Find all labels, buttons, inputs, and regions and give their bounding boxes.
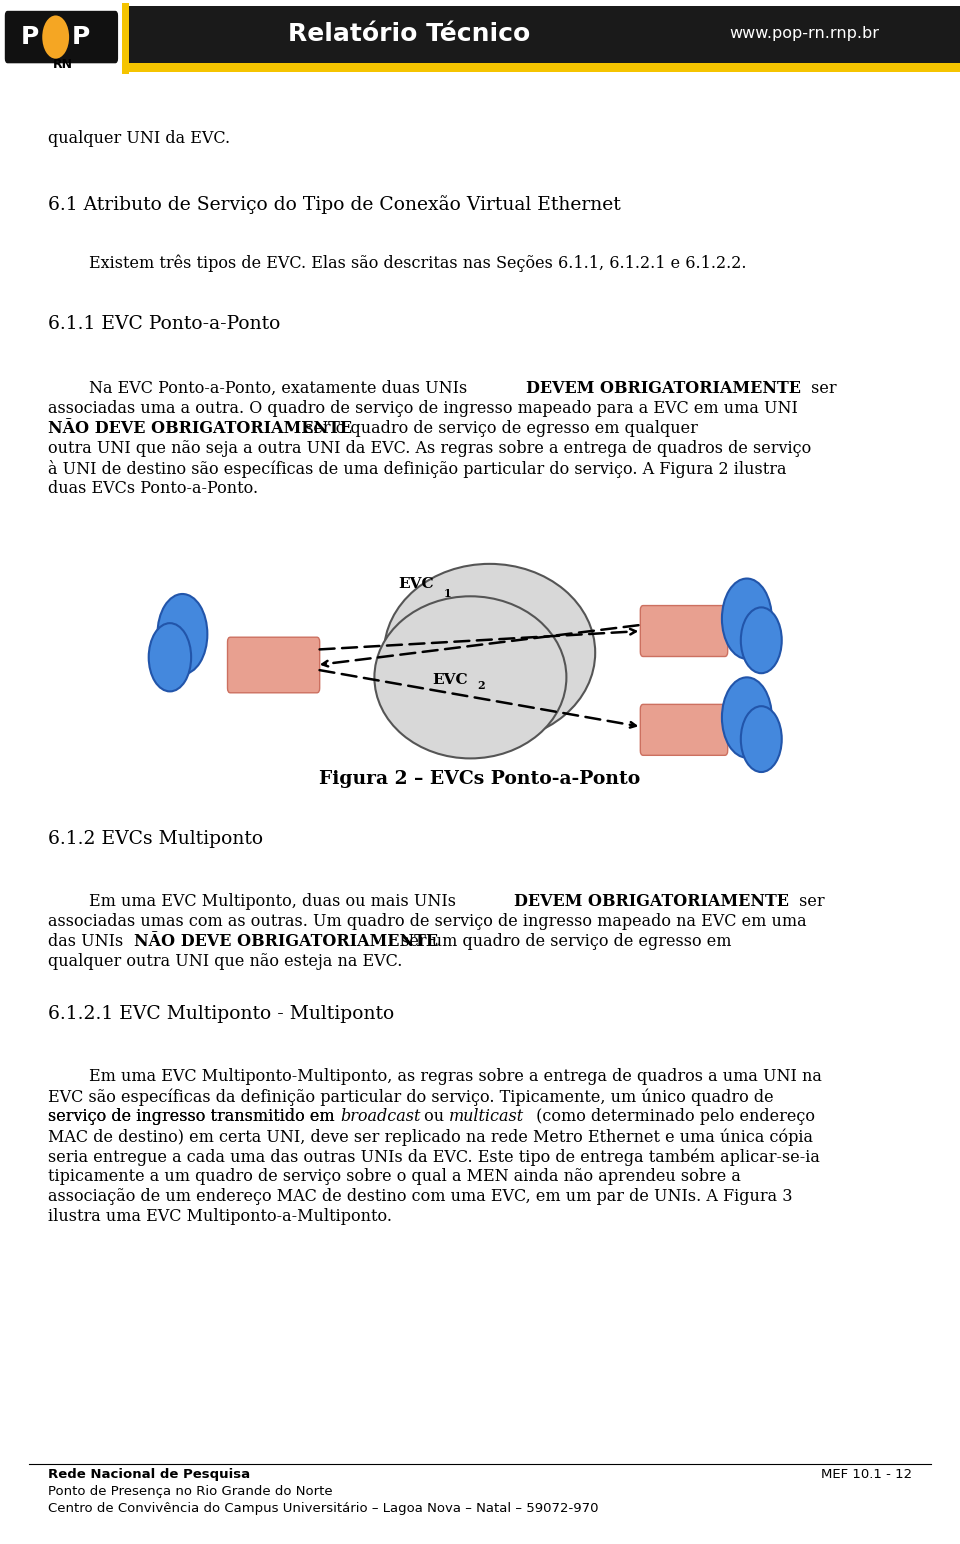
Ellipse shape [374, 596, 566, 758]
Text: ilustra uma EVC Multiponto-a-Multiponto.: ilustra uma EVC Multiponto-a-Multiponto. [48, 1207, 392, 1224]
Text: associação de um endereço MAC de destino com uma EVC, em um par de UNIs. A Figur: associação de um endereço MAC de destino… [48, 1187, 793, 1204]
Text: 2: 2 [477, 681, 485, 692]
Ellipse shape [384, 564, 595, 741]
Text: ser o quadro de serviço de egresso em qualquer: ser o quadro de serviço de egresso em qu… [300, 420, 697, 437]
FancyBboxPatch shape [228, 638, 320, 693]
Text: à UNI de destino são específicas de uma definição particular do serviço. A Figur: à UNI de destino são específicas de uma … [48, 460, 786, 479]
Circle shape [722, 678, 772, 758]
FancyBboxPatch shape [122, 3, 129, 74]
Text: seria entregue a cada uma das outras UNIs da EVC. Este tipo de entrega também ap: seria entregue a cada uma das outras UNI… [48, 1149, 820, 1166]
Text: tipicamente a um quadro de serviço sobre o qual a MEN ainda não aprendeu sobre a: tipicamente a um quadro de serviço sobre… [48, 1167, 741, 1184]
Text: outra UNI que não seja a outra UNI da EVC. As regras sobre a entrega de quadros : outra UNI que não seja a outra UNI da EV… [48, 440, 811, 457]
Text: NÃO DEVE OBRIGATORIAMENTE: NÃO DEVE OBRIGATORIAMENTE [134, 933, 439, 950]
Text: ser um quadro de serviço de egresso em: ser um quadro de serviço de egresso em [396, 933, 732, 950]
Text: EVC: EVC [398, 577, 434, 591]
Text: ser: ser [806, 380, 837, 397]
Text: 6.1.2.1 EVC Multiponto - Multiponto: 6.1.2.1 EVC Multiponto - Multiponto [48, 1005, 395, 1024]
Text: ou: ou [419, 1109, 449, 1126]
Text: EVC: EVC [432, 673, 468, 687]
Text: P: P [21, 25, 39, 49]
Text: Relatório Técnico: Relatório Técnico [288, 22, 530, 46]
Text: DEVEM OBRIGATORIAMENTE: DEVEM OBRIGATORIAMENTE [514, 892, 788, 909]
Text: 1: 1 [444, 588, 451, 599]
Text: Rede Nacional de Pesquisa: Rede Nacional de Pesquisa [48, 1468, 251, 1481]
Text: ser: ser [794, 892, 825, 909]
Circle shape [42, 15, 69, 59]
Text: Figura 2 – EVCs Ponto-a-Ponto: Figura 2 – EVCs Ponto-a-Ponto [320, 770, 640, 787]
Text: serviço de ingresso transmitido em: serviço de ingresso transmitido em [48, 1109, 340, 1126]
Circle shape [741, 706, 781, 772]
Text: NÃO DEVE OBRIGATORIAMENTE: NÃO DEVE OBRIGATORIAMENTE [48, 420, 352, 437]
Text: DEVEM OBRIGATORIAMENTE: DEVEM OBRIGATORIAMENTE [526, 380, 801, 397]
Text: duas EVCs Ponto-a-Ponto.: duas EVCs Ponto-a-Ponto. [48, 480, 258, 497]
Circle shape [157, 594, 207, 675]
Text: EVC são específicas da definição particular do serviço. Tipicamente, um único qu: EVC são específicas da definição particu… [48, 1089, 774, 1106]
Text: 6.1 Atributo de Serviço do Tipo de Conexão Virtual Ethernet: 6.1 Atributo de Serviço do Tipo de Conex… [48, 195, 621, 215]
Text: RN: RN [53, 59, 72, 71]
Text: Existem três tipos de EVC. Elas são descritas nas Seções 6.1.1, 6.1.2.1 e 6.1.2.: Existem três tipos de EVC. Elas são desc… [89, 255, 747, 272]
FancyBboxPatch shape [125, 62, 960, 71]
Text: (como determinado pelo endereço: (como determinado pelo endereço [531, 1109, 815, 1126]
Text: MAC de destino) em certa UNI, deve ser replicado na rede Metro Ethernet e uma ún: MAC de destino) em certa UNI, deve ser r… [48, 1129, 813, 1146]
Text: Centro de Convivência do Campus Universitário – Lagoa Nova – Natal – 59072-970: Centro de Convivência do Campus Universi… [48, 1502, 598, 1515]
FancyBboxPatch shape [0, 3, 125, 74]
Text: associadas uma a outra. O quadro de serviço de ingresso mapeado para a EVC em um: associadas uma a outra. O quadro de serv… [48, 400, 798, 417]
Circle shape [149, 624, 191, 692]
Text: das UNIs: das UNIs [48, 933, 129, 950]
Circle shape [722, 579, 772, 659]
Text: Na EVC Ponto-a-Ponto, exatamente duas UNIs: Na EVC Ponto-a-Ponto, exatamente duas UN… [89, 380, 472, 397]
Text: multicast: multicast [449, 1109, 524, 1126]
Text: 6.1.2 EVCs Multiponto: 6.1.2 EVCs Multiponto [48, 831, 263, 848]
Circle shape [741, 607, 781, 673]
FancyBboxPatch shape [125, 6, 960, 65]
Text: MEF 10.1 - 12: MEF 10.1 - 12 [821, 1468, 912, 1481]
FancyBboxPatch shape [5, 11, 118, 63]
FancyBboxPatch shape [640, 605, 728, 656]
Text: Em uma EVC Multiponto, duas ou mais UNIs: Em uma EVC Multiponto, duas ou mais UNIs [89, 892, 462, 909]
Text: P: P [72, 25, 90, 49]
Text: 6.1.1 EVC Ponto-a-Ponto: 6.1.1 EVC Ponto-a-Ponto [48, 315, 280, 334]
Text: Ponto de Presença no Rio Grande do Norte: Ponto de Presença no Rio Grande do Norte [48, 1485, 332, 1498]
Text: www.pop-rn.rnp.br: www.pop-rn.rnp.br [730, 26, 879, 42]
Text: qualquer UNI da EVC.: qualquer UNI da EVC. [48, 130, 230, 147]
Text: associadas umas com as outras. Um quadro de serviço de ingresso mapeado na EVC e: associadas umas com as outras. Um quadro… [48, 913, 806, 929]
Text: Em uma EVC Multiponto-Multiponto, as regras sobre a entrega de quadros a uma UNI: Em uma EVC Multiponto-Multiponto, as reg… [89, 1068, 822, 1085]
Text: broadcast: broadcast [341, 1109, 421, 1126]
Text: serviço de ingresso transmitido em: serviço de ingresso transmitido em [48, 1109, 340, 1126]
FancyBboxPatch shape [640, 704, 728, 755]
Text: qualquer outra UNI que não esteja na EVC.: qualquer outra UNI que não esteja na EVC… [48, 953, 402, 970]
